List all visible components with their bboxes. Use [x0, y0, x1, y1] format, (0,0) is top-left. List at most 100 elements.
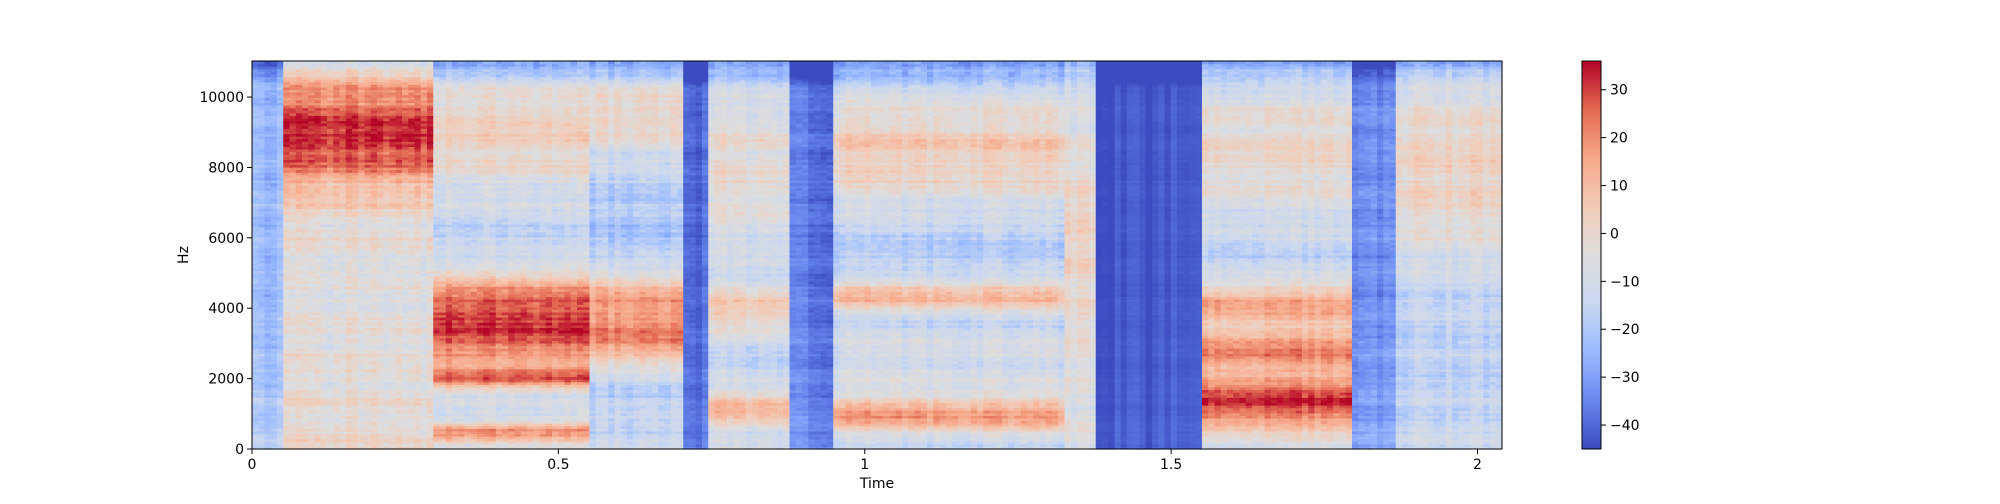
heatmap-cell	[302, 273, 309, 277]
heatmap-cell	[252, 425, 259, 429]
heatmap-cell	[295, 128, 303, 132]
heatmap-cell	[339, 226, 347, 230]
heatmap-cell	[270, 187, 278, 191]
heatmap-cell	[364, 213, 372, 217]
heatmap-cell	[270, 283, 278, 287]
heatmap-cell	[327, 185, 334, 189]
heatmap-cell	[283, 327, 291, 331]
heatmap-cell	[295, 223, 303, 228]
heatmap-cell	[314, 363, 322, 367]
heatmap-cell	[358, 234, 366, 238]
heatmap-cell	[252, 386, 259, 391]
heatmap-cell	[339, 298, 347, 303]
heatmap-cell	[252, 335, 259, 339]
heatmap-cell	[283, 311, 291, 316]
heatmap-cell	[345, 314, 353, 318]
heatmap-cell	[258, 296, 266, 300]
heatmap-cell	[283, 286, 291, 290]
heatmap-cell	[339, 368, 347, 372]
heatmap-cell	[345, 327, 353, 331]
heatmap-cell	[345, 190, 353, 194]
heatmap-cell	[270, 394, 278, 398]
heatmap-cell	[320, 371, 328, 375]
heatmap-cell	[327, 66, 334, 70]
heatmap-cell	[258, 332, 266, 336]
heatmap-cell	[339, 242, 347, 246]
heatmap-cell	[264, 99, 272, 103]
heatmap-cell	[320, 244, 328, 248]
heatmap-cell	[258, 410, 266, 414]
heatmap-cell	[289, 335, 297, 339]
heatmap-cell	[252, 436, 259, 440]
heatmap-cell	[308, 174, 316, 178]
heatmap-cell	[283, 410, 291, 414]
heatmap-cell	[302, 164, 309, 168]
heatmap-cell	[352, 218, 359, 222]
heatmap-cell	[327, 446, 334, 450]
heatmap-cell	[264, 368, 272, 372]
heatmap-cell	[327, 373, 334, 378]
heatmap-cell	[327, 192, 334, 197]
heatmap-cell	[327, 92, 334, 96]
heatmap-cell	[295, 239, 303, 243]
heatmap-cell	[352, 226, 359, 230]
heatmap-cell	[283, 128, 291, 132]
heatmap-cell	[302, 115, 309, 119]
heatmap-cell	[352, 317, 359, 321]
heatmap-cell	[270, 117, 278, 122]
heatmap-cell	[358, 172, 366, 176]
heatmap-cell	[327, 177, 334, 181]
heatmap-cell	[352, 298, 359, 303]
heatmap-cell	[320, 412, 328, 416]
heatmap-cell	[270, 293, 278, 297]
heatmap-cell	[314, 198, 322, 202]
heatmap-cell	[302, 221, 309, 225]
heatmap-cell	[270, 267, 278, 272]
heatmap-cell	[352, 120, 359, 124]
heatmap-cell	[252, 141, 259, 145]
heatmap-cell	[302, 226, 309, 230]
heatmap-cell	[345, 262, 353, 266]
heatmap-cell	[277, 412, 284, 416]
heatmap-cell	[333, 363, 341, 367]
heatmap-cell	[295, 296, 303, 300]
heatmap-cell	[258, 89, 266, 93]
heatmap-cell	[314, 348, 322, 352]
heatmap-cell	[258, 366, 266, 370]
heatmap-cell	[302, 66, 309, 70]
heatmap-cell	[295, 392, 303, 396]
heatmap-cell	[302, 205, 309, 210]
heatmap-cell	[270, 66, 278, 70]
heatmap-cell	[264, 159, 272, 163]
heatmap-cell	[333, 252, 341, 256]
heatmap-cell	[302, 379, 309, 383]
heatmap-cell	[358, 443, 366, 448]
heatmap-cell	[327, 412, 334, 416]
heatmap-cell	[314, 340, 322, 344]
heatmap-cell	[352, 262, 359, 266]
heatmap-cell	[264, 239, 272, 243]
heatmap-cell	[358, 337, 366, 341]
heatmap-cell	[258, 223, 266, 228]
heatmap-cell	[289, 286, 297, 290]
heatmap-cell	[358, 330, 366, 334]
heatmap-cell	[358, 368, 366, 372]
heatmap-cell	[364, 231, 372, 235]
heatmap-cell	[345, 301, 353, 305]
heatmap-cell	[345, 355, 353, 360]
heatmap-cell	[258, 386, 266, 391]
heatmap-cell	[308, 143, 316, 147]
heatmap-cell	[333, 216, 341, 220]
heatmap-cell	[289, 373, 297, 378]
heatmap-cell	[283, 164, 291, 168]
heatmap-cell	[345, 169, 353, 173]
heatmap-cell	[364, 317, 372, 321]
heatmap-cell	[308, 353, 316, 357]
heatmap-cell	[295, 332, 303, 336]
heatmap-cell	[358, 92, 366, 96]
heatmap-cell	[270, 296, 278, 300]
heatmap-cell	[289, 185, 297, 189]
heatmap-cell	[339, 306, 347, 310]
heatmap-cell	[327, 115, 334, 119]
heatmap-cell	[289, 213, 297, 217]
